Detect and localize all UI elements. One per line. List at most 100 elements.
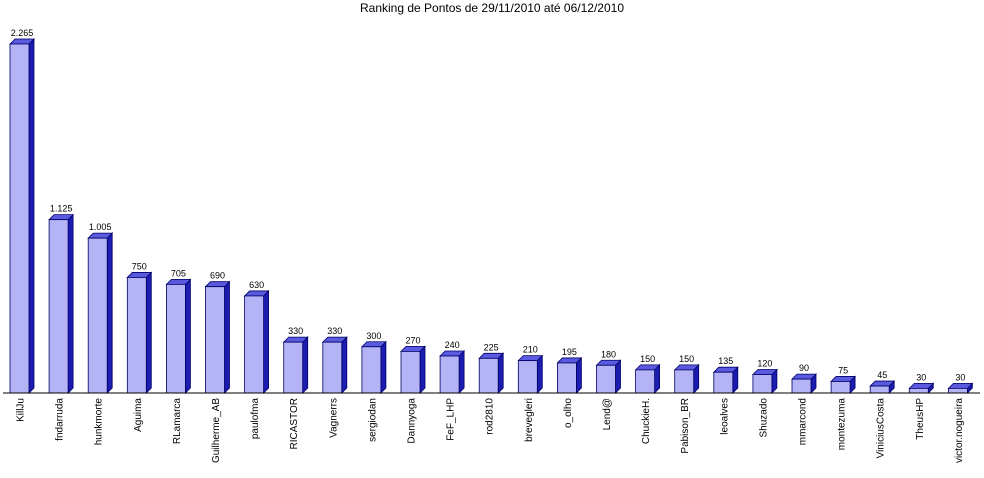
- bar-front: [674, 369, 695, 394]
- bar-front: [557, 362, 577, 394]
- bar-front: [478, 357, 499, 394]
- category-label: RICASTOR: [289, 398, 300, 450]
- bar-25: [947, 382, 974, 394]
- bar-21: [791, 373, 817, 394]
- value-label: 330: [327, 326, 342, 336]
- bar-20: [751, 368, 778, 394]
- category-label: sergiodan: [367, 398, 378, 442]
- bar-15: [556, 356, 583, 394]
- category-label: hunkmorte: [94, 398, 105, 446]
- bar-2: [48, 213, 75, 394]
- value-label: 1.125: [50, 204, 73, 214]
- bar-6: [204, 280, 231, 394]
- bar-24: [908, 382, 935, 394]
- category-label: paulofma: [250, 398, 261, 440]
- category-label: TheusHP: [915, 398, 926, 440]
- value-label: 240: [445, 340, 460, 350]
- category-label: brevegleri: [524, 398, 535, 442]
- bar-side: [28, 38, 35, 394]
- category-label: ChuckieH.: [641, 398, 652, 444]
- bar-front: [635, 369, 655, 394]
- bar-front: [9, 43, 30, 394]
- category-label: mmarcond: [798, 398, 809, 445]
- value-label: 180: [601, 349, 616, 359]
- bar-11: [400, 345, 426, 394]
- bar-front: [48, 219, 69, 394]
- bar-side: [302, 336, 309, 394]
- category-label: Guilherme_AB: [211, 398, 222, 463]
- category-label: Aguima: [133, 398, 144, 432]
- bar-8: [282, 336, 309, 394]
- bar-front: [791, 378, 812, 394]
- bar-front: [869, 385, 890, 394]
- bar-front: [361, 346, 382, 394]
- category-label: Dannyoga: [407, 398, 418, 444]
- bar-side: [67, 213, 74, 394]
- value-label: 75: [838, 365, 848, 375]
- value-label: 120: [757, 359, 772, 369]
- bar-side: [536, 354, 543, 394]
- bar-4: [126, 271, 153, 394]
- value-label: 30: [916, 372, 926, 382]
- bar-front: [283, 341, 304, 394]
- bar-front: [596, 364, 616, 394]
- value-label: 135: [718, 356, 733, 366]
- bar-19: [712, 366, 739, 394]
- bar-23: [869, 380, 896, 394]
- bar-side: [458, 350, 465, 394]
- bar-front: [948, 387, 968, 394]
- value-label: 90: [799, 363, 809, 373]
- bar-front: [205, 286, 225, 394]
- category-label: Shuzado: [758, 398, 769, 438]
- value-label: 630: [249, 280, 264, 290]
- value-label: 270: [405, 335, 420, 345]
- value-label: 2.265: [11, 28, 34, 38]
- bar-7: [243, 289, 270, 394]
- category-label: rod2810: [485, 398, 496, 435]
- value-label: 330: [288, 326, 303, 336]
- bar-22: [830, 375, 857, 394]
- value-label: 30: [955, 372, 965, 382]
- value-labels-layer: 2.265 1.125 1.005 750 705 690 630 330 330 300 270 2…: [11, 28, 966, 382]
- category-label: ViniciusCosta: [876, 398, 887, 459]
- category-label: FeF_LHP: [446, 398, 457, 441]
- value-label: 705: [171, 268, 186, 278]
- bar-14: [517, 354, 544, 394]
- bar-front: [244, 295, 265, 394]
- category-label: leoalves: [719, 398, 730, 435]
- category-label: fndarruda: [55, 398, 66, 441]
- bar-front: [165, 283, 186, 394]
- category-label: RLamarca: [172, 398, 183, 445]
- bars-layer: [9, 38, 974, 394]
- bar-front: [517, 360, 538, 394]
- bar-side: [576, 356, 582, 394]
- bar-front: [908, 387, 929, 394]
- chart-title: Ranking de Pontos de 29/11/2010 até 06/1…: [360, 1, 624, 15]
- category-label: montezuma: [837, 398, 848, 451]
- category-label: victor.nogueira: [954, 398, 965, 463]
- bar-side: [497, 352, 504, 394]
- bar-12: [439, 350, 466, 394]
- bar-3: [87, 232, 114, 394]
- value-label: 1.005: [89, 222, 112, 232]
- bar-front: [439, 355, 460, 394]
- value-label: 690: [210, 271, 225, 281]
- bar-front: [713, 371, 734, 394]
- bar-side: [106, 232, 113, 394]
- value-label: 300: [366, 331, 381, 341]
- bar-side: [145, 271, 152, 394]
- bar-side: [224, 280, 230, 394]
- bar-front: [87, 237, 108, 394]
- category-label: Lend@: [602, 398, 613, 430]
- bar-side: [380, 340, 387, 394]
- bar-front: [322, 341, 343, 394]
- bar-side: [615, 359, 621, 394]
- bar-17: [634, 363, 661, 394]
- bar-side: [341, 336, 348, 394]
- bar-1: [9, 38, 35, 394]
- bar-10: [360, 340, 387, 394]
- category-label: KillJu: [16, 398, 27, 422]
- value-label: 210: [523, 345, 538, 355]
